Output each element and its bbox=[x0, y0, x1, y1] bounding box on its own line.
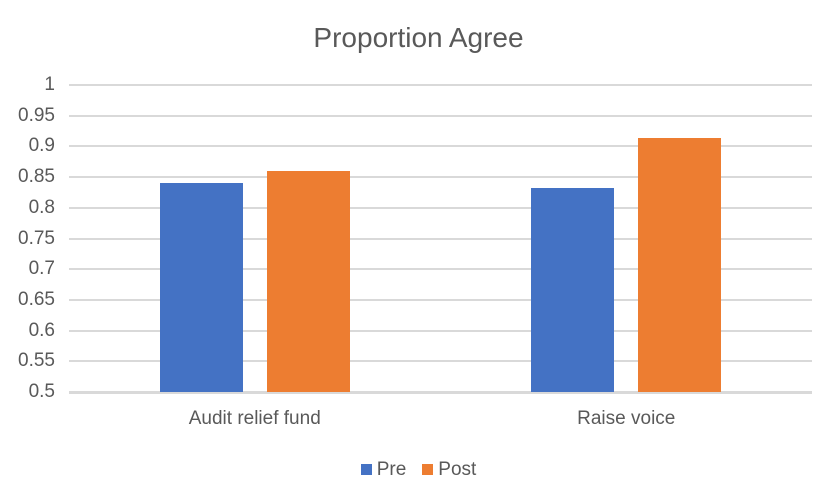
legend-swatch-pre bbox=[360, 464, 372, 475]
gridline bbox=[69, 298, 812, 301]
y-tick-label: 0.55 bbox=[18, 350, 55, 372]
y-tick-label: 0.9 bbox=[28, 135, 55, 157]
legend: Pre Post bbox=[0, 460, 837, 479]
y-tick-label: 0.85 bbox=[18, 166, 55, 188]
y-tick-label: 0.95 bbox=[18, 104, 55, 126]
gridline bbox=[69, 360, 812, 363]
y-tick-label: 0.65 bbox=[18, 288, 55, 310]
legend-item-post: Post bbox=[422, 460, 476, 479]
y-tick-label: 0.75 bbox=[18, 227, 55, 249]
gridline bbox=[69, 268, 812, 271]
gridline bbox=[69, 206, 812, 209]
gridline bbox=[69, 145, 812, 148]
x-category-label: Audit relief fund bbox=[188, 408, 321, 429]
x-axis-line bbox=[69, 392, 812, 394]
bar-pre-audit-relief-fund bbox=[159, 183, 243, 392]
x-category-label: Raise voice bbox=[577, 408, 676, 429]
y-tick-label: 0.7 bbox=[28, 258, 55, 280]
gridline bbox=[69, 237, 812, 240]
chart-title: Proportion Agree bbox=[313, 22, 524, 53]
bar-post-audit-relief-fund bbox=[266, 170, 350, 392]
y-tick-label: 0.5 bbox=[28, 381, 55, 402]
legend-swatch-post bbox=[422, 464, 434, 475]
y-tick-label: 0.8 bbox=[28, 196, 55, 218]
y-tick-label: 1 bbox=[44, 74, 55, 95]
gridline bbox=[69, 176, 812, 179]
bar-post-raise-voice bbox=[638, 138, 722, 392]
gridline bbox=[69, 114, 812, 117]
legend-item-pre: Pre bbox=[360, 459, 407, 480]
y-tick-label: 0.6 bbox=[28, 319, 55, 341]
legend-label: Post bbox=[438, 459, 477, 480]
legend-label: Pre bbox=[376, 459, 407, 480]
gridline bbox=[69, 329, 812, 332]
gridline bbox=[69, 84, 812, 86]
bar-pre-raise-voice bbox=[531, 187, 615, 392]
